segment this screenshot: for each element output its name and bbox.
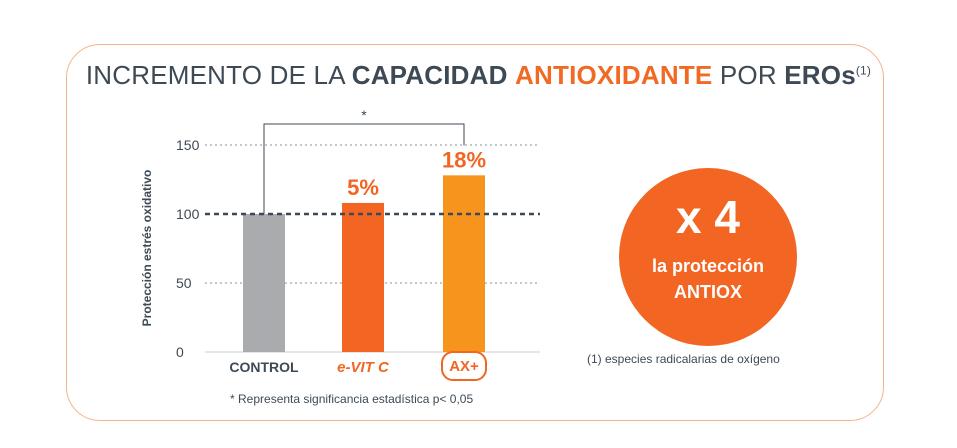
title-part-4: POR: [712, 60, 785, 90]
title-superscript: (1): [855, 63, 872, 78]
category-label: AX+: [449, 358, 479, 375]
title-part-1: INCREMENTO DE LA: [85, 60, 352, 90]
title-part-3: ANTIOXIDANTE: [515, 60, 713, 90]
badge-line-1: la protección: [651, 256, 765, 276]
y-tick-label: 50: [176, 275, 192, 291]
data-label: 5%: [347, 175, 379, 200]
footnote-significance: * Representa significancia estadística p…: [230, 392, 474, 406]
bar: [243, 214, 285, 352]
ax-label-frame: [441, 351, 487, 381]
footnote-definition: (1) especies radicalarias de oxígeno: [587, 352, 780, 366]
badge-line-2: ANTIOX: [673, 282, 742, 302]
significance-marker: *: [361, 107, 367, 123]
y-tick-label: 100: [176, 206, 200, 222]
title-part-2: CAPACIDAD: [351, 60, 508, 90]
protection-badge: x 4 la protección ANTIOX: [619, 168, 797, 346]
chart-title: INCREMENTO DE LA CAPACIDAD ANTIOXIDANTE …: [0, 60, 957, 91]
y-tick-label: 0: [176, 344, 184, 360]
badge-multiplier: x 4: [676, 191, 740, 243]
y-axis-label: Protección estrés oxidativo: [140, 170, 154, 327]
significance-bracket: [263, 123, 465, 214]
category-label: CONTROL: [229, 359, 299, 375]
bar: [342, 202, 384, 352]
bar: [443, 175, 485, 352]
category-label: e-VIT C: [337, 359, 390, 376]
title-part-5: EROs: [784, 60, 856, 90]
y-tick-label: 150: [176, 137, 200, 153]
data-label: 18%: [442, 147, 486, 172]
